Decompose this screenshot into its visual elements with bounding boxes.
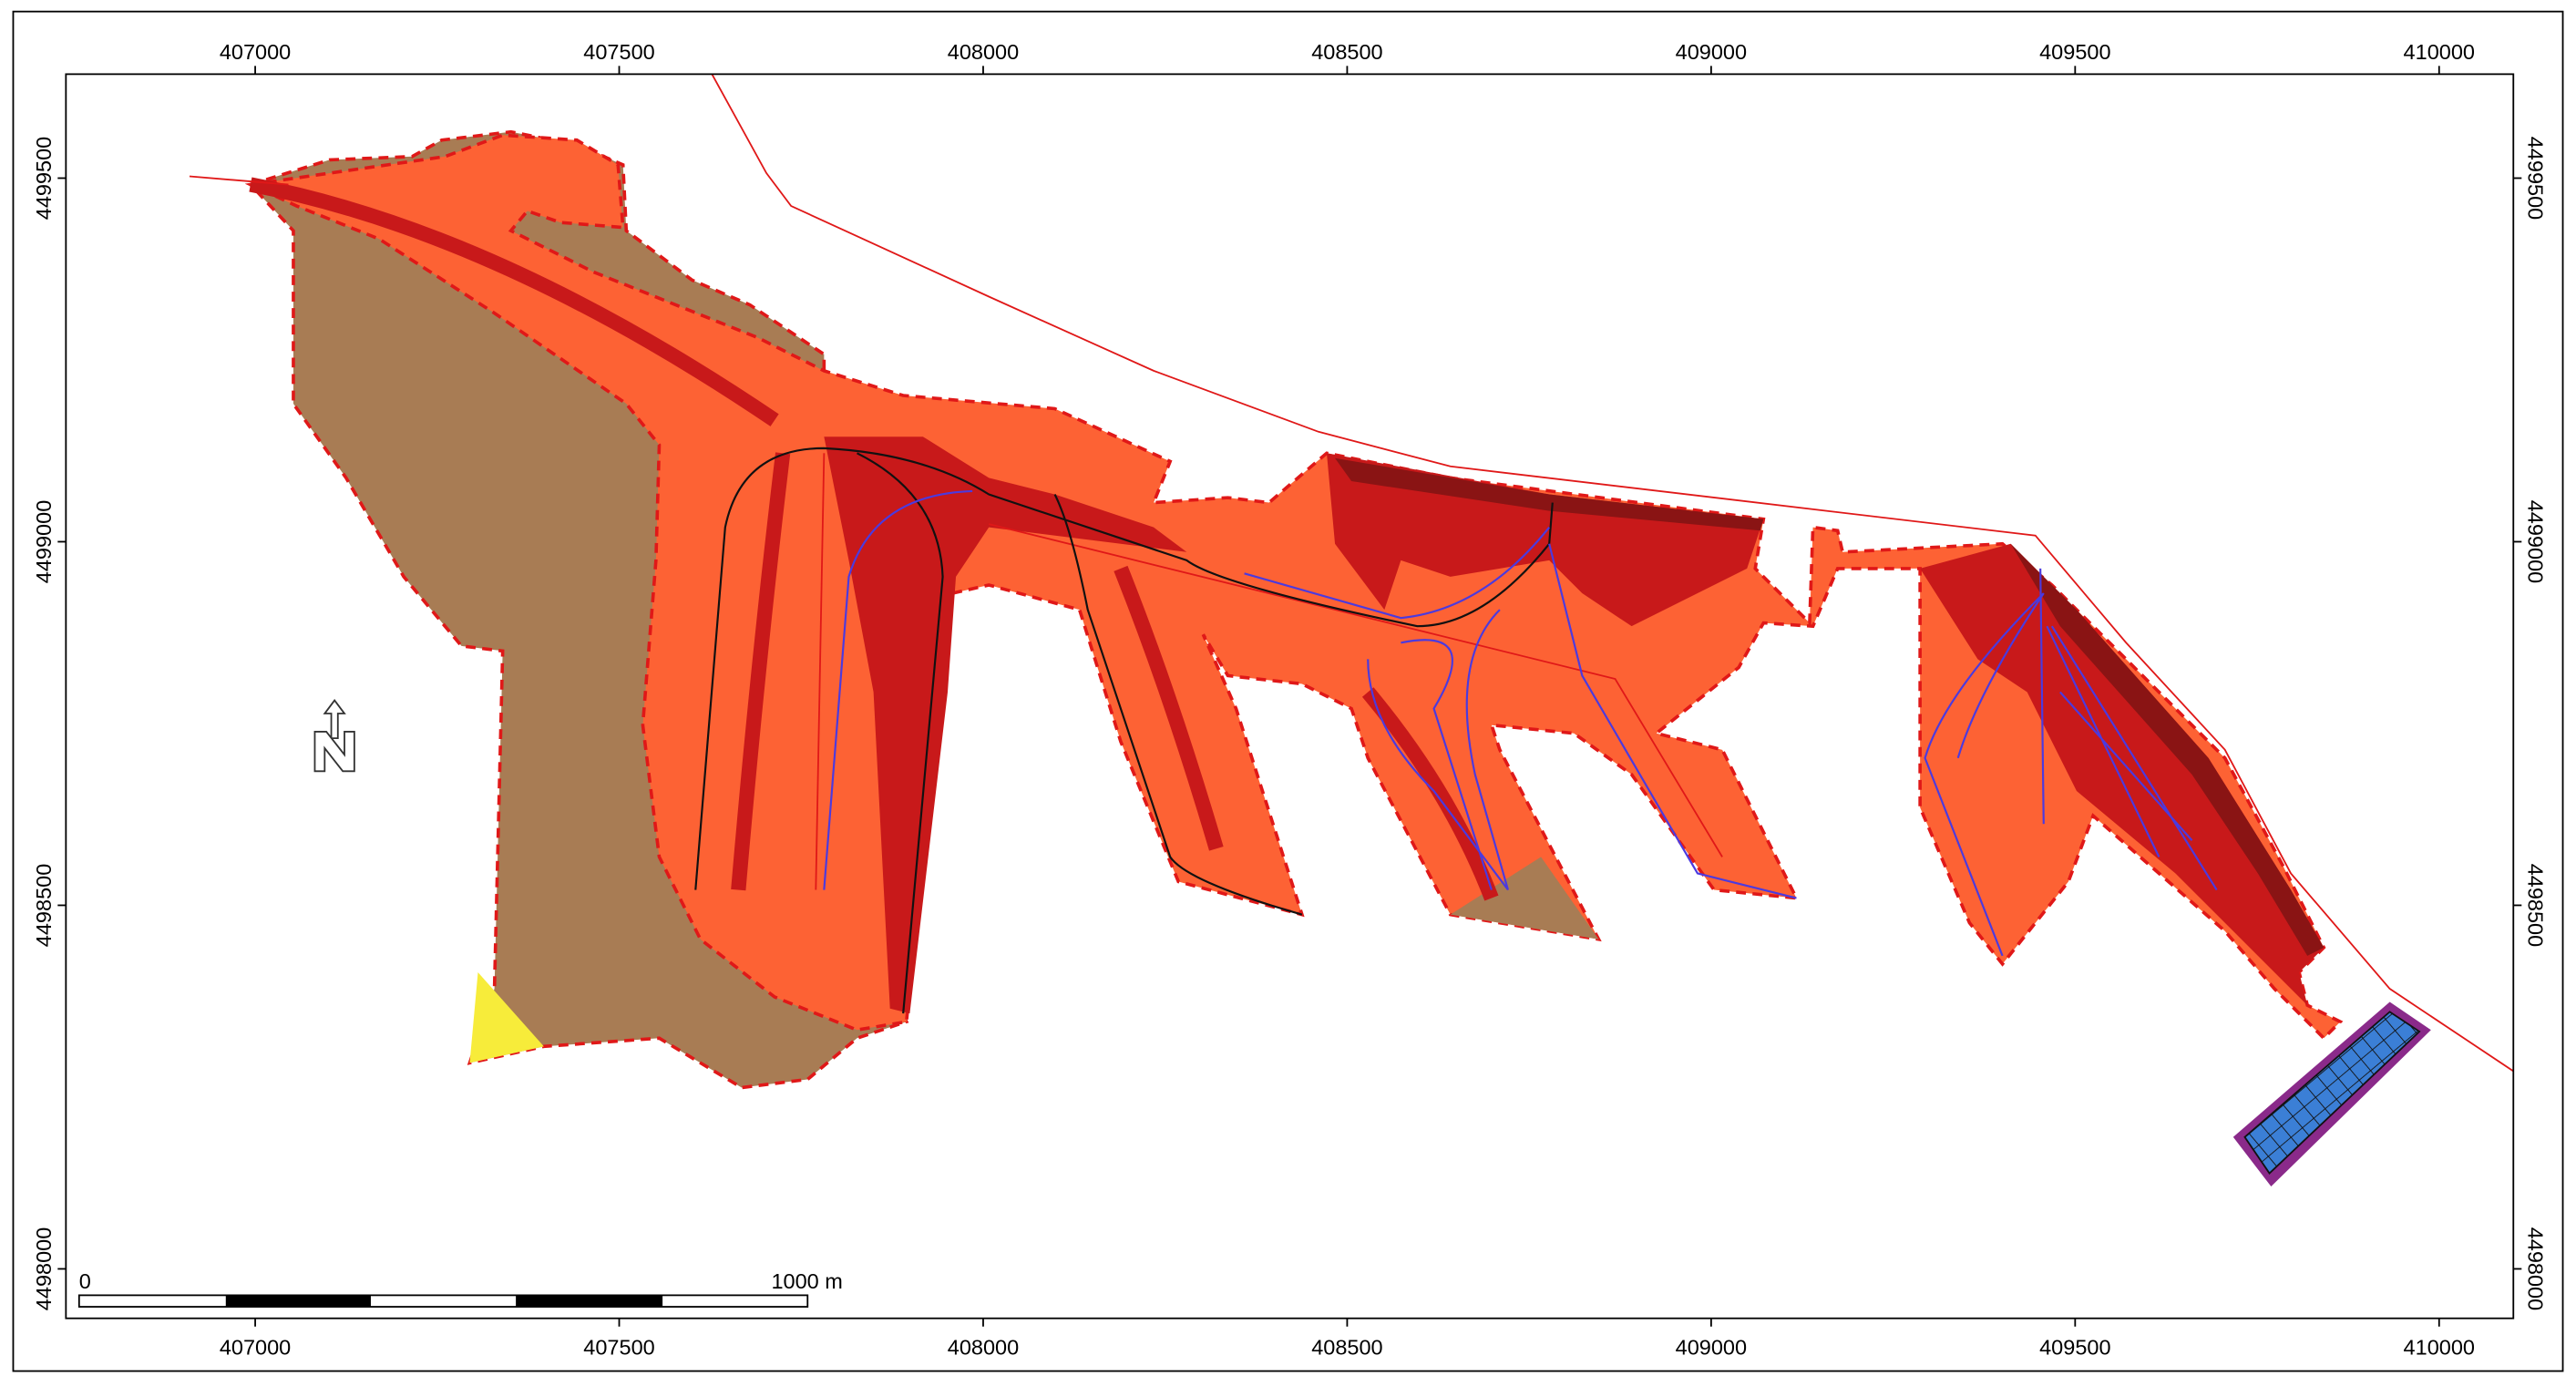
scale-bar-label: 1000 m	[771, 1269, 842, 1293]
dark-red-band	[731, 452, 791, 891]
x-tick-label-top: 407000	[220, 40, 291, 64]
scale-bar: 0 1000 m	[77, 1269, 843, 1308]
red-boundary-line	[711, 74, 2514, 1073]
y-tick-label-left: 4499500	[32, 137, 56, 220]
y-tick-label-left: 4498500	[32, 864, 56, 947]
y-tick-label-right: 4498000	[2524, 1227, 2548, 1310]
scale-bar-segment	[516, 1295, 663, 1308]
y-tick-label-right: 4499500	[2524, 137, 2548, 220]
outer-border	[12, 10, 2564, 1372]
y-tick-label-left: 4498000	[32, 1227, 56, 1310]
x-tick-label-top: 408000	[948, 40, 1019, 64]
black-road	[694, 447, 1554, 1014]
y-tick-label-right: 4498500	[2524, 864, 2548, 947]
blue-drainage	[823, 489, 2218, 957]
x-tick-label-top: 409000	[1676, 40, 1747, 64]
x-tick-label-bottom: 408000	[948, 1335, 1019, 1359]
y-tick-label-left: 4499000	[32, 500, 56, 583]
y-tick-label-right: 4499000	[2524, 500, 2548, 583]
x-tick-label-bottom: 409000	[1676, 1335, 1747, 1359]
north-arrow	[313, 699, 355, 773]
x-tick-label-bottom: 409500	[2039, 1335, 2110, 1359]
red-interior-line	[815, 453, 826, 890]
x-tick-label-top: 408500	[1311, 40, 1382, 64]
x-tick-label-bottom: 407000	[220, 1335, 291, 1359]
dark-red-band	[249, 177, 779, 426]
scale-bar-label: 0	[79, 1269, 91, 1293]
dark-red-band	[1361, 687, 1499, 901]
x-tick-label-bottom: 408500	[1311, 1335, 1382, 1359]
red-interior-line	[989, 523, 1723, 857]
map-layers	[189, 74, 2514, 1187]
x-tick-label-top: 409500	[2039, 40, 2110, 64]
x-tick-label-bottom: 410000	[2404, 1335, 2475, 1359]
blue-basin	[2243, 1011, 2421, 1175]
dark-red-zone	[824, 436, 1187, 1014]
red-boundary-line	[189, 175, 289, 186]
x-tick-label-bottom: 407500	[583, 1335, 654, 1359]
x-tick-label-top: 407500	[583, 40, 654, 64]
maroon-edge	[2010, 543, 2325, 956]
yellow-zone	[469, 971, 544, 1063]
scale-bar-frame	[77, 1294, 809, 1308]
brown-patch	[1450, 857, 1599, 940]
x-tick-label-top: 410000	[2404, 40, 2475, 64]
dark-red-zone	[1327, 453, 1764, 627]
dark-red-band	[1114, 565, 1224, 851]
dark-red-zone	[1920, 543, 2325, 1006]
map-frame	[65, 73, 2515, 1320]
scale-bar-segment	[225, 1295, 371, 1308]
